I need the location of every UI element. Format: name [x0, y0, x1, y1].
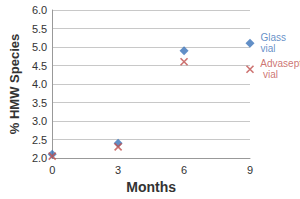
svg-text:5.0: 5.0	[32, 41, 47, 53]
svg-text:% HMW Species: % HMW Species	[7, 34, 22, 134]
svg-text:4.0: 4.0	[32, 78, 47, 90]
svg-text:Glass: Glass	[261, 32, 289, 43]
svg-text:4.5: 4.5	[32, 60, 47, 72]
svg-text:5.5: 5.5	[32, 23, 47, 35]
svg-text:2.0: 2.0	[32, 152, 47, 164]
svg-text:0: 0	[49, 164, 55, 176]
svg-text:6: 6	[181, 164, 187, 176]
svg-text:3.5: 3.5	[32, 97, 47, 109]
svg-text:vial: vial	[261, 43, 276, 54]
svg-text:9: 9	[247, 164, 253, 176]
svg-text:Advasept: Advasept	[260, 58, 300, 69]
svg-text:3: 3	[115, 164, 121, 176]
svg-text:Months: Months	[126, 179, 176, 195]
svg-text:3.0: 3.0	[32, 115, 47, 127]
svg-text:2.5: 2.5	[32, 134, 47, 146]
svg-text:vial: vial	[260, 69, 278, 80]
svg-text:6.0: 6.0	[32, 4, 47, 16]
